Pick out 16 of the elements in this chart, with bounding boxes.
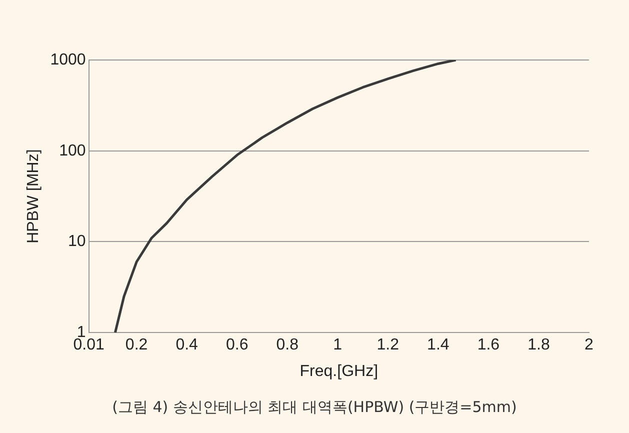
x-tick-label: 1.6: [477, 336, 500, 354]
x-tick-label: 1.8: [528, 336, 550, 354]
x-tick-label: 0.8: [276, 336, 299, 354]
y-axis-title: HPBW [MHz]: [25, 149, 42, 244]
x-tick-label: 1.4: [427, 336, 450, 354]
x-tick-label: 0.4: [176, 336, 198, 354]
x-tick-label: 1.2: [376, 336, 400, 354]
y-tick-label: 1000: [50, 51, 86, 68]
y-tick-label: 100: [59, 142, 86, 160]
x-tick-label: 1: [333, 336, 342, 354]
text: (그림 4) 송신안테나의 최대 대역폭(HPBW) (구반경=5mm): [111, 398, 518, 417]
x-tick-label: 0.6: [226, 336, 248, 354]
x-axis-title: Freq.[GHz]: [300, 362, 378, 380]
x-tick-label: 2: [584, 336, 594, 354]
x-tick-label: 0.2: [125, 336, 148, 354]
y-tick-label: 10: [68, 233, 86, 250]
